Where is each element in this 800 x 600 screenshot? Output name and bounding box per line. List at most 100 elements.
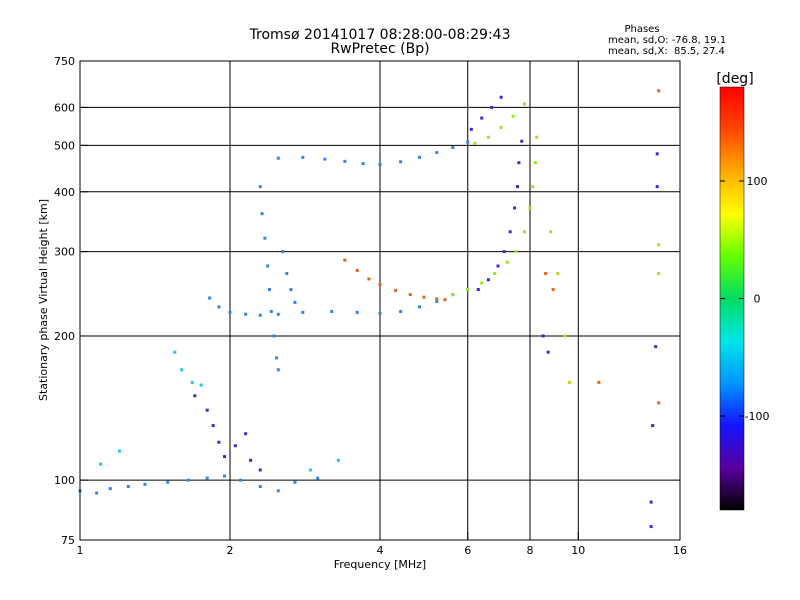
echo-point bbox=[378, 163, 382, 167]
echo-point bbox=[476, 288, 480, 292]
echo-series bbox=[99, 350, 340, 472]
echo-point bbox=[186, 478, 190, 482]
echo-point bbox=[269, 309, 273, 313]
echo-point bbox=[486, 278, 490, 282]
echo-point bbox=[535, 135, 539, 139]
y-tick-label: 75 bbox=[61, 534, 75, 547]
x-tick-label: 10 bbox=[571, 544, 585, 557]
echo-series bbox=[451, 135, 539, 297]
echo-point bbox=[336, 458, 340, 462]
x-tick-label: 16 bbox=[673, 544, 687, 557]
echo-point bbox=[551, 288, 555, 292]
echo-point bbox=[217, 440, 221, 444]
x-axis-ticks: 1 2 4 6 8 10 16 bbox=[77, 532, 687, 557]
y-tick-label: 100 bbox=[54, 474, 75, 487]
echo-point bbox=[399, 309, 403, 313]
echo-point bbox=[408, 293, 412, 297]
echo-point bbox=[493, 272, 497, 276]
y-axis-ticks: 75 100 200 300 400 500 600 750 bbox=[54, 55, 88, 547]
echo-point bbox=[143, 482, 147, 486]
echo-series bbox=[476, 139, 524, 292]
echo-point bbox=[513, 206, 517, 210]
colorbar-tick-label: 100 bbox=[747, 175, 768, 188]
echo-point bbox=[473, 141, 477, 145]
echo-point bbox=[466, 140, 470, 144]
echo-point bbox=[451, 293, 455, 297]
echo-point bbox=[361, 162, 365, 166]
echo-point bbox=[451, 145, 455, 149]
echo-point bbox=[117, 449, 121, 453]
x-tick-label: 1 bbox=[77, 544, 84, 557]
echo-point bbox=[417, 305, 421, 309]
echo-point bbox=[293, 300, 297, 304]
echo-point bbox=[281, 250, 285, 254]
echo-point bbox=[108, 487, 112, 491]
echo-point bbox=[422, 295, 426, 299]
echo-point bbox=[651, 424, 655, 428]
echo-point bbox=[520, 139, 524, 143]
echo-point bbox=[190, 380, 194, 384]
echo-point bbox=[367, 277, 371, 281]
echo-point bbox=[435, 151, 439, 155]
echo-point bbox=[205, 408, 209, 412]
echo-point bbox=[126, 484, 130, 488]
echo-point bbox=[289, 288, 293, 292]
echo-point bbox=[657, 243, 661, 247]
colorbar-tick-label: -100 bbox=[745, 410, 770, 423]
echo-point bbox=[239, 478, 243, 482]
echo-point bbox=[267, 288, 271, 292]
echo-point bbox=[223, 474, 227, 478]
x-axis-label: Frequency [MHz] bbox=[334, 558, 426, 571]
echo-point bbox=[173, 350, 177, 354]
chart-subtitle: RwPretec (Bp) bbox=[330, 41, 429, 57]
echo-point bbox=[258, 468, 262, 472]
echo-point bbox=[330, 309, 334, 313]
echo-point bbox=[531, 185, 535, 189]
echo-point bbox=[223, 455, 227, 459]
echo-point bbox=[293, 480, 297, 484]
echo-point bbox=[655, 185, 659, 189]
echo-point bbox=[515, 185, 519, 189]
echo-point bbox=[511, 114, 515, 118]
echo-point bbox=[505, 260, 509, 264]
echo-point bbox=[249, 458, 253, 462]
echo-point bbox=[378, 311, 382, 315]
chart-title: Tromsø 20141017 08:28:00-08:29:43 bbox=[249, 27, 511, 43]
echo-point bbox=[233, 444, 237, 448]
echo-point bbox=[508, 230, 512, 234]
echo-point bbox=[199, 383, 203, 387]
echo-point bbox=[301, 155, 305, 159]
echo-series bbox=[544, 89, 661, 405]
echo-point bbox=[258, 185, 262, 189]
echo-point bbox=[480, 116, 484, 120]
echo-point bbox=[480, 281, 484, 285]
echo-point bbox=[499, 95, 503, 99]
echo-point bbox=[417, 155, 421, 159]
echo-point bbox=[655, 152, 659, 156]
echo-series bbox=[258, 185, 297, 372]
echo-point bbox=[490, 105, 494, 109]
echo-series bbox=[343, 258, 447, 302]
echo-point bbox=[244, 312, 248, 316]
echo-point bbox=[523, 102, 527, 106]
echo-point bbox=[597, 380, 601, 384]
echo-point bbox=[276, 312, 280, 316]
x-tick-label: 8 bbox=[527, 544, 534, 557]
colorbar-label: [deg] bbox=[716, 71, 753, 87]
echo-point bbox=[657, 401, 661, 405]
echo-point bbox=[275, 356, 279, 360]
echo-point bbox=[263, 236, 267, 240]
echo-point bbox=[657, 272, 661, 276]
echo-point bbox=[355, 310, 359, 314]
echo-point bbox=[649, 500, 653, 504]
echo-point bbox=[502, 250, 506, 254]
echo-series bbox=[78, 474, 320, 495]
echo-point bbox=[496, 264, 500, 268]
echo-point bbox=[657, 89, 661, 93]
y-tick-label: 400 bbox=[54, 186, 75, 199]
plot-grid bbox=[80, 61, 680, 540]
y-tick-label: 200 bbox=[54, 330, 75, 343]
echo-point bbox=[95, 491, 99, 495]
colorbar-tick-label: 0 bbox=[754, 293, 761, 306]
x-tick-label: 6 bbox=[464, 544, 471, 557]
